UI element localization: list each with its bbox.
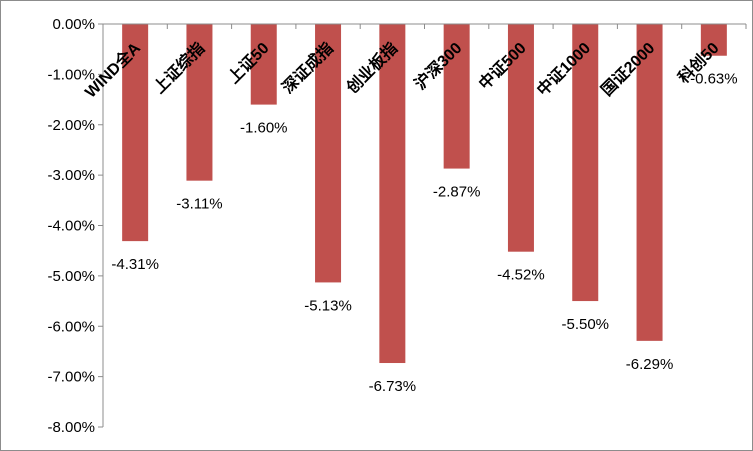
y-tick-label: -1.00% [47, 66, 95, 83]
y-tick-label: -8.00% [47, 419, 95, 436]
bar-8 [572, 24, 599, 302]
y-tick-label: -7.00% [47, 369, 95, 386]
y-tick-label: 0.00% [52, 16, 95, 33]
data-label: -4.52% [497, 267, 545, 284]
data-label: -5.13% [304, 297, 352, 314]
y-tick-label: -3.00% [47, 167, 95, 184]
bar-10 [700, 24, 727, 56]
bar-4 [315, 24, 342, 283]
bar-5 [379, 24, 406, 364]
data-label: -3.11% [176, 196, 222, 213]
data-label: -6.73% [369, 378, 417, 395]
bar-3 [250, 24, 277, 105]
bar-2 [186, 24, 213, 181]
data-label: -4.31% [111, 256, 159, 273]
bar-6 [443, 24, 470, 169]
data-label: -5.50% [561, 316, 609, 333]
data-label: -2.87% [433, 184, 481, 201]
data-label: -6.29% [626, 356, 674, 373]
bar-9 [636, 24, 663, 341]
y-tick-label: -4.00% [47, 218, 95, 235]
data-label: -0.63% [690, 71, 738, 88]
data-label: -1.60% [240, 120, 288, 137]
bar-7 [507, 24, 534, 252]
y-tick-label: -2.00% [47, 117, 95, 134]
bar-1 [122, 24, 149, 242]
y-tick-label: -5.00% [47, 268, 95, 285]
y-tick-label: -6.00% [47, 318, 95, 335]
